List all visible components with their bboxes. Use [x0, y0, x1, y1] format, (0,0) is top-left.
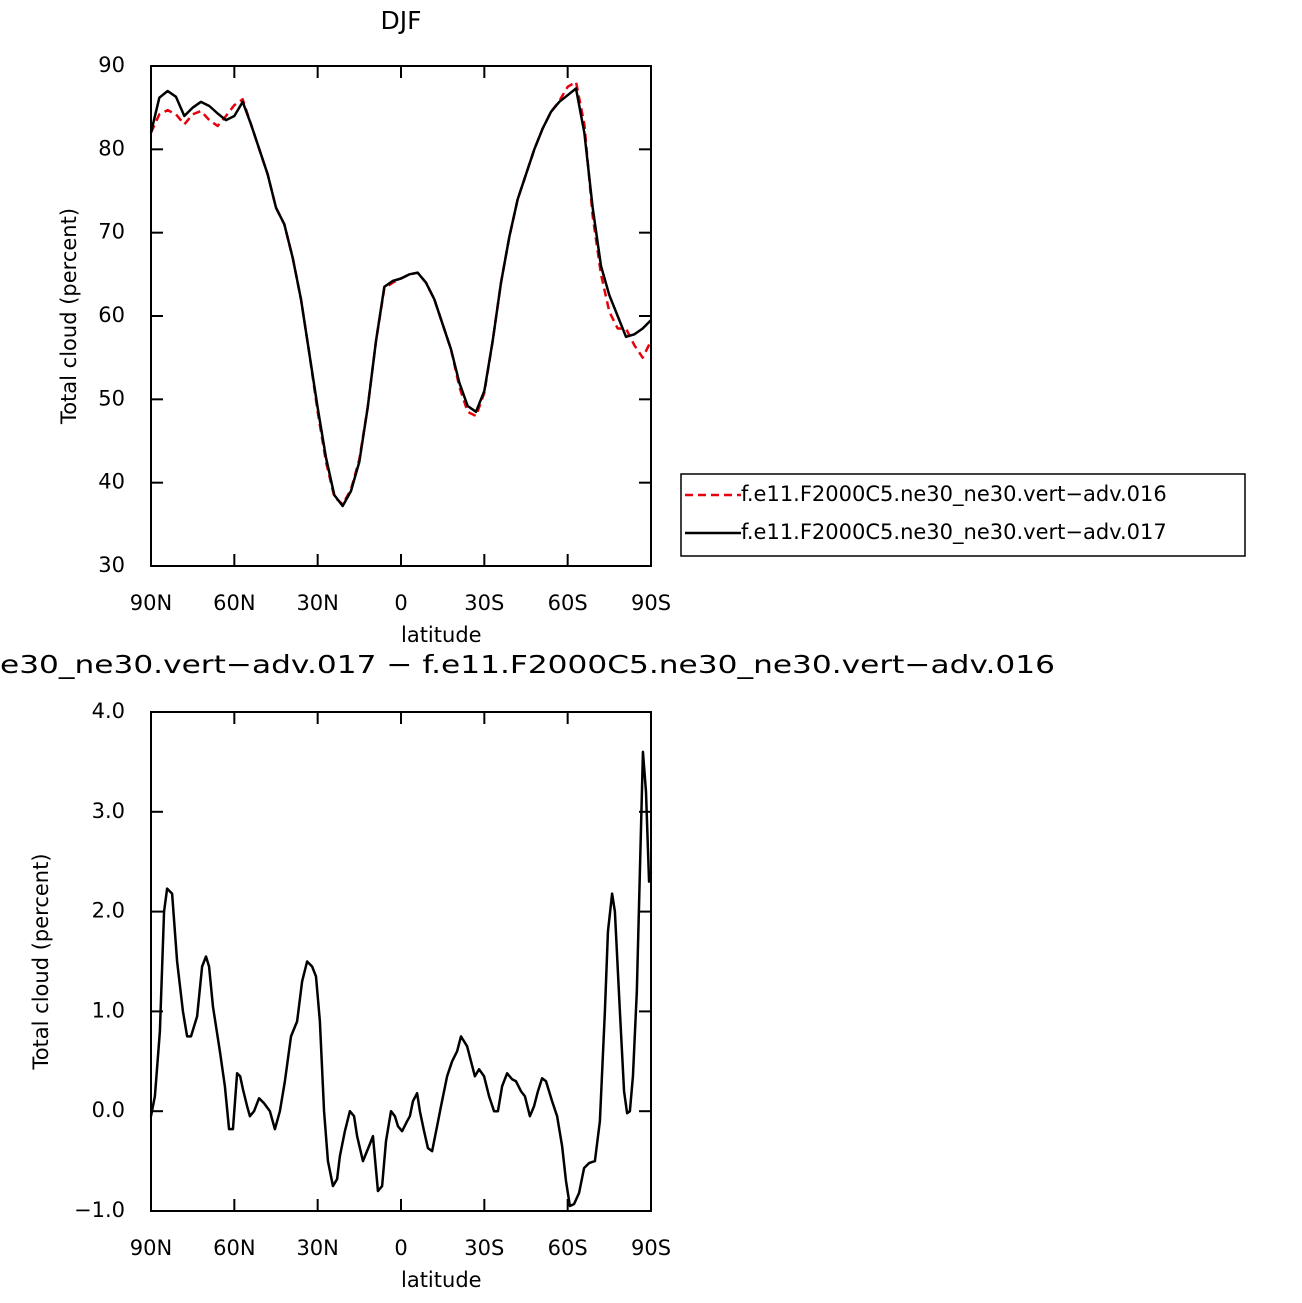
y-tick-label: 50: [98, 386, 125, 410]
series-line: [149, 750, 653, 1208]
x-tick-label: 30S: [464, 1236, 504, 1260]
y-tick-label: 4.0: [92, 699, 125, 723]
y-tick-label: 2.0: [92, 899, 125, 923]
x-axis-label: latitude: [401, 623, 482, 647]
x-tick-label: 60N: [213, 1236, 255, 1260]
y-tick-label: 40: [98, 470, 125, 494]
x-tick-label: 90S: [631, 1236, 671, 1260]
x-tick-label: 30N: [296, 591, 338, 615]
y-tick-label: 30: [98, 553, 125, 577]
x-tick-label: 30S: [464, 591, 504, 615]
chart-title: DJF: [380, 6, 421, 35]
legend-frame: [680, 473, 1246, 557]
x-tick-label: 60S: [548, 1236, 588, 1260]
plot-frame: [150, 711, 652, 1212]
y-tick-label: 60: [98, 303, 125, 327]
plot-frame: [150, 65, 652, 567]
y-tick-label: 3.0: [92, 799, 125, 823]
x-tick-label: 90N: [130, 1236, 172, 1260]
x-tick-label: 0: [394, 591, 407, 615]
x-axis-label: latitude: [401, 1268, 482, 1292]
chart-title: e30_ne30.vert−adv.017 − f.e11.F2000C5.ne…: [0, 650, 1055, 679]
x-tick-label: 60N: [213, 591, 255, 615]
series-line: [149, 87, 652, 508]
y-tick-label: 80: [98, 136, 125, 160]
x-tick-label: 90N: [130, 591, 172, 615]
y-axis-label: Total cloud (percent): [57, 208, 81, 425]
x-tick-label: 0: [394, 1236, 407, 1260]
legend-label: f.e11.F2000C5.ne30_ne30.vert−adv.016: [741, 482, 1167, 507]
legend-label: f.e11.F2000C5.ne30_ne30.vert−adv.017: [741, 520, 1167, 545]
y-tick-label: 1.0: [92, 998, 125, 1022]
y-tick-label: −1.0: [74, 1198, 125, 1222]
x-tick-label: 30N: [296, 1236, 338, 1260]
y-tick-label: 70: [98, 220, 125, 244]
y-axis-label: Total cloud (percent): [29, 853, 53, 1070]
x-tick-label: 90S: [631, 591, 671, 615]
x-tick-label: 60S: [548, 591, 588, 615]
y-tick-label: 0.0: [92, 1098, 125, 1122]
y-tick-label: 90: [98, 53, 125, 77]
